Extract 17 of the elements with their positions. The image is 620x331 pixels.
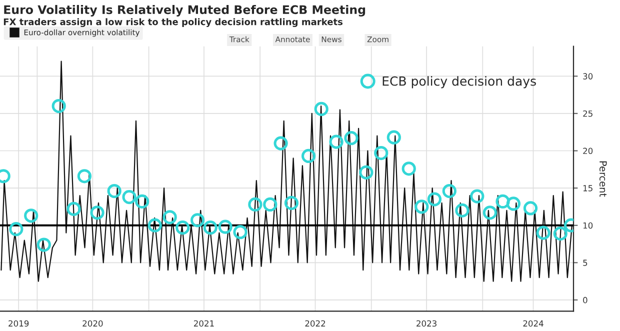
y-tick-label: 25: [583, 110, 592, 117]
x-tick-label: 2020: [82, 320, 103, 327]
y-tick-label: 0: [583, 296, 588, 304]
legend-label: ECB policy decision days: [382, 76, 536, 88]
x-tick-label: 2019: [8, 320, 29, 327]
x-tick-label: 2024: [523, 320, 544, 327]
chart-title: Euro Volatility Is Relatively Muted Before ECB Meeting: [4, 4, 366, 16]
y-tick-label: 20: [583, 148, 593, 154]
chart-subtitle: FX traders assign a low risk to the policy decision rattling markets: [4, 18, 342, 28]
y-tick-label: 5: [583, 260, 588, 266]
y-tick-label: 10: [583, 222, 593, 229]
x-tick-label: 2021: [194, 320, 214, 327]
y-tick-label: 30: [583, 73, 593, 80]
x-tick-label: 2022: [305, 320, 326, 327]
y-tick-label: 15: [583, 185, 592, 192]
x-tick-label: 2023: [416, 320, 436, 327]
y-axis-title: Percent: [599, 161, 607, 197]
